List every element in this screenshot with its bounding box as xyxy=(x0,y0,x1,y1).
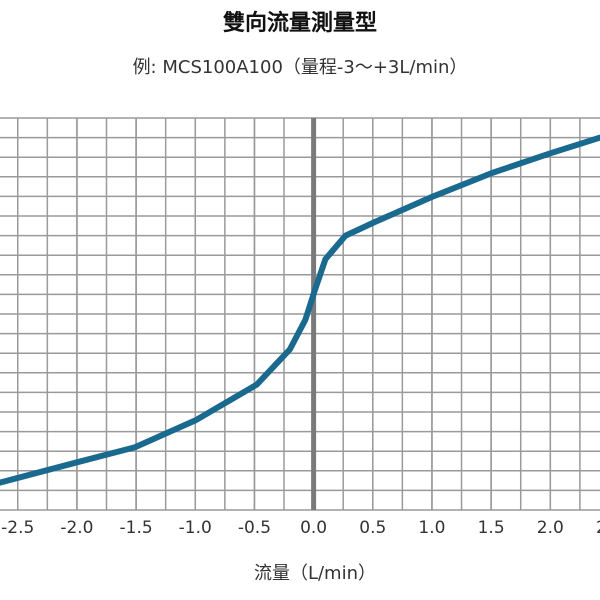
chart-subtitle: 例: MCS100A100（量程-3～+3L/min） xyxy=(133,57,468,78)
x-tick-label: 1.5 xyxy=(478,518,505,538)
x-tick-label: 0.5 xyxy=(359,518,386,538)
x-tick-label: 0.0 xyxy=(300,518,327,538)
x-tick-label: -2.0 xyxy=(60,518,93,538)
x-tick-label: 2.0 xyxy=(537,518,564,538)
x-tick-label: 2.5 xyxy=(596,518,600,538)
x-tick-label: 1.0 xyxy=(418,518,445,538)
series-line xyxy=(0,134,600,486)
x-tick-label: -0.5 xyxy=(238,518,271,538)
chart-title: 雙向流量測量型 xyxy=(223,10,377,36)
x-tick-label: -1.5 xyxy=(120,518,153,538)
x-tick-label: -2.5 xyxy=(1,518,34,538)
x-axis-label: 流量（L/min） xyxy=(254,563,376,584)
x-tick-label: -1.0 xyxy=(179,518,212,538)
